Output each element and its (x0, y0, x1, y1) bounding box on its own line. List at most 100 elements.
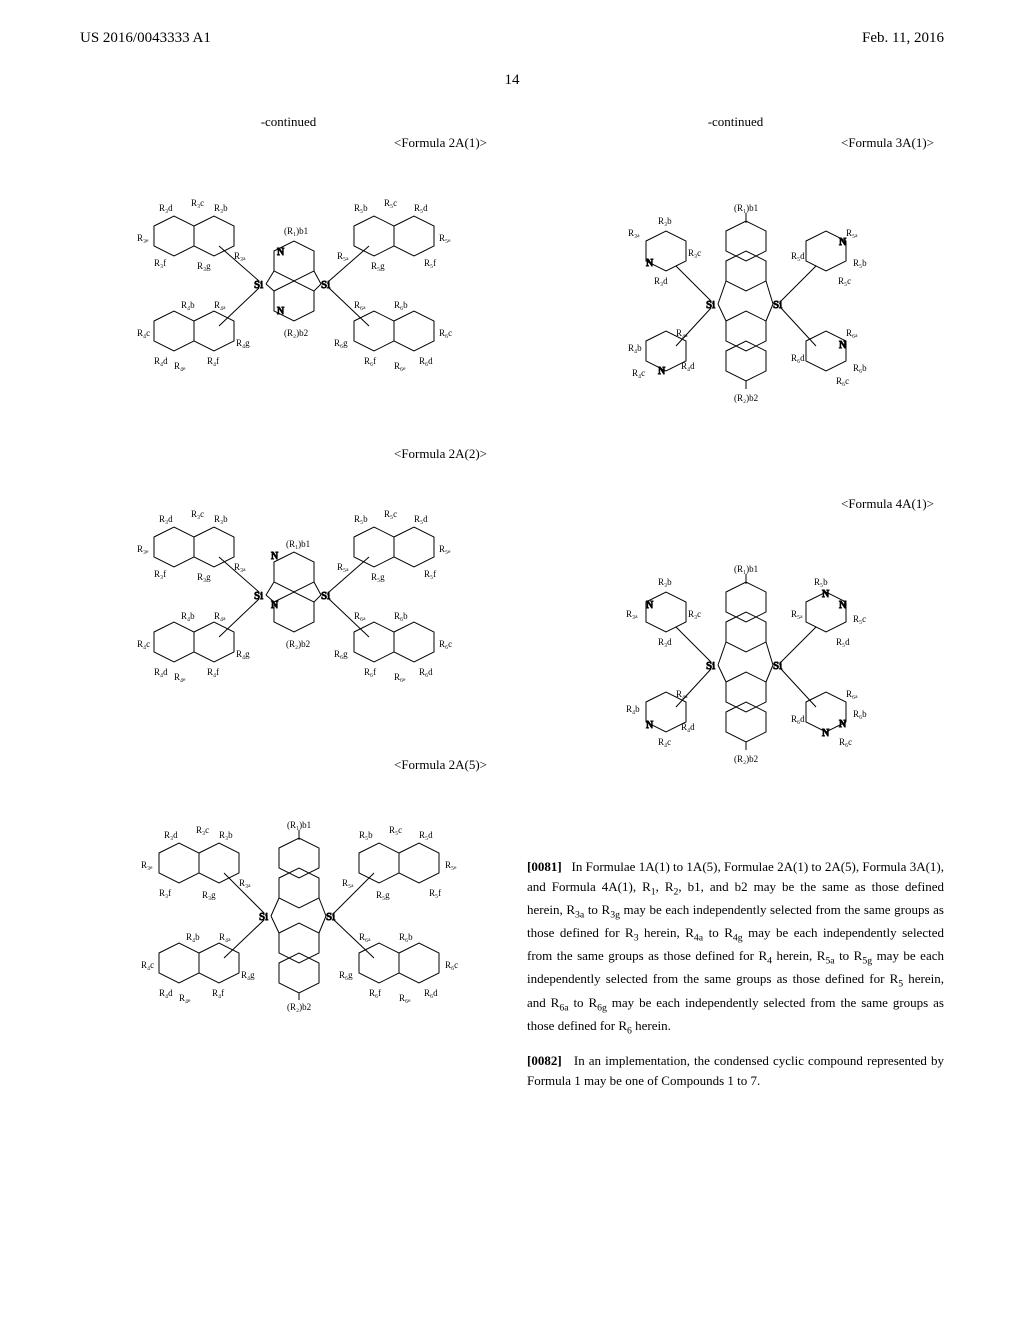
content-area: -continued <Formula 2A(1)> N N Si Si (0, 114, 1024, 1102)
chemical-structure-2a2: N N Si Si (80, 467, 497, 727)
svg-text:R₄ₐ: R₄ₐ (676, 328, 688, 338)
svg-text:R₃ₐ: R₃ₐ (234, 251, 246, 261)
svg-text:R₃ₐ: R₃ₐ (626, 609, 638, 619)
svg-text:R₄c: R₄c (658, 737, 671, 747)
para-number: [0082] (527, 1053, 562, 1068)
svg-text:R₄ₐ: R₄ₐ (214, 300, 226, 310)
svg-text:R₃b: R₃b (658, 216, 672, 226)
svg-text:R₅g: R₅g (371, 261, 385, 271)
svg-text:N: N (277, 306, 284, 317)
svg-text:(R₁)b1: (R₁)b1 (287, 820, 311, 830)
chemical-structure-4a1: Si Si N N (527, 517, 944, 827)
svg-text:R₅ₐ: R₅ₐ (791, 609, 803, 619)
svg-text:R₅d: R₅d (791, 251, 805, 261)
svg-text:N: N (822, 589, 829, 600)
svg-text:R₄ₑ: R₄ₑ (174, 361, 186, 371)
svg-text:R₃c: R₃c (196, 825, 209, 835)
formula-2a5-block: <Formula 2A(5)> Si Si (80, 757, 497, 1058)
svg-text:R₅f: R₅f (429, 888, 441, 898)
svg-text:R₄d: R₄d (159, 988, 173, 998)
svg-text:R₅c: R₅c (384, 198, 397, 208)
svg-text:R₃d: R₃d (658, 637, 672, 647)
svg-text:R₄g: R₄g (241, 970, 255, 980)
svg-text:R₆c: R₆c (836, 376, 849, 386)
svg-text:R₄c: R₄c (137, 328, 150, 338)
svg-text:R₃c: R₃c (688, 609, 701, 619)
svg-text:(R₂)b2: (R₂)b2 (734, 393, 758, 403)
formula-label: <Formula 3A(1)> (527, 135, 944, 151)
svg-text:R₃ₐ: R₃ₐ (628, 228, 640, 238)
svg-text:R₃d: R₃d (159, 203, 173, 213)
svg-text:R₆b: R₆b (399, 932, 413, 942)
svg-text:(R₂)b2: (R₂)b2 (287, 1002, 311, 1012)
svg-text:R₆d: R₆d (419, 356, 433, 366)
svg-text:R₃ₑ: R₃ₑ (137, 233, 149, 243)
svg-text:(R₂)b2: (R₂)b2 (284, 328, 308, 338)
svg-text:R₄f: R₄f (207, 667, 219, 677)
svg-text:R₅d: R₅d (414, 514, 428, 524)
svg-text:R₅c: R₅c (389, 825, 402, 835)
header: US 2016/0043333 A1 Feb. 11, 2016 (0, 0, 1024, 57)
svg-text:N: N (646, 258, 653, 269)
svg-text:N: N (277, 247, 284, 258)
svg-text:R₆ₐ: R₆ₐ (359, 932, 371, 942)
svg-text:R₅b: R₅b (853, 258, 867, 268)
svg-text:R₆c: R₆c (839, 737, 852, 747)
svg-text:R₅ₐ: R₅ₐ (337, 251, 349, 261)
svg-text:R₆g: R₆g (334, 649, 348, 659)
svg-text:R₅ₑ: R₅ₑ (445, 860, 457, 870)
svg-text:R₃c: R₃c (191, 509, 204, 519)
svg-text:R₃c: R₃c (688, 248, 701, 258)
svg-text:N: N (646, 720, 653, 731)
right-column: -continued <Formula 3A(1)> Si Si (527, 114, 944, 1102)
svg-text:R₆ₐ: R₆ₐ (846, 328, 858, 338)
svg-text:R₅ₐ: R₅ₐ (337, 562, 349, 572)
svg-text:N: N (646, 600, 653, 611)
svg-text:R₆g: R₆g (339, 970, 353, 980)
svg-text:R₄ₐ: R₄ₐ (676, 689, 688, 699)
svg-text:R₄b: R₄b (181, 300, 195, 310)
formula-4a1-block: <Formula 4A(1)> Si Si (527, 496, 944, 827)
svg-text:R₄c: R₄c (141, 960, 154, 970)
svg-text:R₆ₐ: R₆ₐ (846, 689, 858, 699)
formula-label: <Formula 4A(1)> (527, 496, 944, 512)
svg-text:R₆b: R₆b (394, 611, 408, 621)
svg-text:R₃f: R₃f (154, 569, 166, 579)
left-column: -continued <Formula 2A(1)> N N Si Si (80, 114, 497, 1102)
svg-text:N: N (271, 600, 278, 611)
svg-text:R₆f: R₆f (364, 356, 376, 366)
svg-text:(R₂)b2: (R₂)b2 (734, 754, 758, 764)
svg-text:R₅ₐ: R₅ₐ (342, 878, 354, 888)
svg-text:(R₂)b2: (R₂)b2 (286, 639, 310, 649)
svg-text:R₅b: R₅b (359, 830, 373, 840)
svg-text:R₄d: R₄d (154, 356, 168, 366)
para-text: In an implementation, the condensed cycl… (527, 1053, 944, 1088)
svg-text:N: N (658, 366, 665, 377)
svg-text:R₆c: R₆c (439, 639, 452, 649)
svg-text:R₄ₑ: R₄ₑ (174, 672, 186, 682)
svg-text:R₅b: R₅b (354, 203, 368, 213)
svg-text:R₆ₑ: R₆ₑ (399, 993, 411, 1003)
svg-text:Si: Si (321, 279, 330, 291)
svg-text:R₅b: R₅b (354, 514, 368, 524)
svg-text:N: N (822, 728, 829, 739)
svg-text:N: N (839, 719, 846, 730)
svg-text:R₆d: R₆d (424, 988, 438, 998)
svg-text:R₅b: R₅b (814, 577, 828, 587)
svg-text:R₄g: R₄g (236, 649, 250, 659)
svg-text:N: N (839, 340, 846, 351)
svg-text:N: N (839, 600, 846, 611)
svg-text:R₄b: R₄b (626, 704, 640, 714)
svg-text:R₃d: R₃d (159, 514, 173, 524)
svg-text:R₄b: R₄b (628, 343, 642, 353)
svg-text:R₃c: R₃c (191, 198, 204, 208)
svg-text:R₅ₑ: R₅ₑ (439, 233, 451, 243)
svg-text:R₄b: R₄b (181, 611, 195, 621)
svg-text:Si: Si (321, 590, 330, 602)
svg-text:R₃ₑ: R₃ₑ (137, 544, 149, 554)
formula-label: <Formula 2A(2)> (80, 446, 497, 462)
formula-label: <Formula 2A(1)> (80, 135, 497, 151)
svg-text:R₃b: R₃b (214, 514, 228, 524)
svg-text:R₅g: R₅g (371, 572, 385, 582)
svg-text:R₄c: R₄c (137, 639, 150, 649)
